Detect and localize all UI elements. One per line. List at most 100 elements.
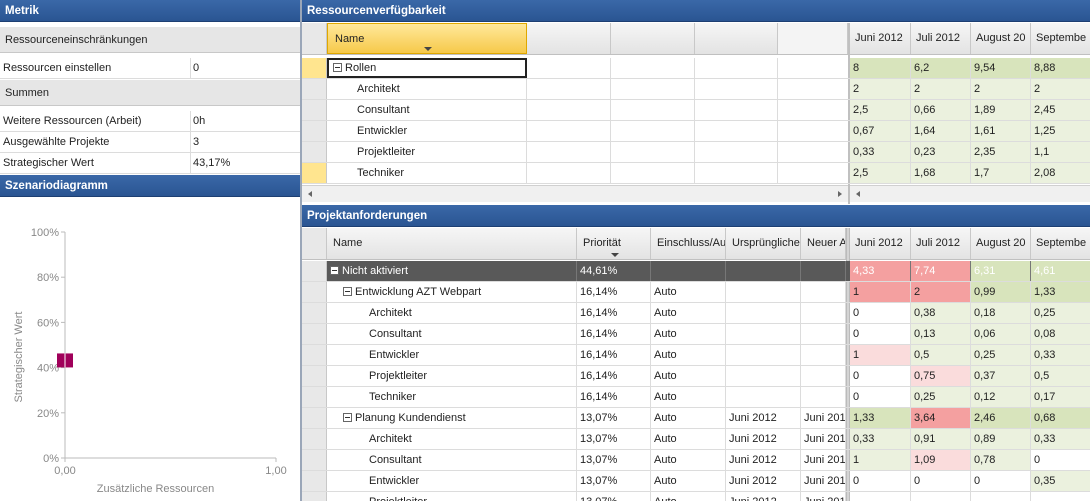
new-cell[interactable] [801,324,846,344]
original-cell[interactable]: Juni 2012 [726,471,801,491]
scroll-left-icon[interactable] [856,191,860,197]
original-cell[interactable] [726,261,801,281]
collapse-icon[interactable] [333,63,342,72]
requirement-row[interactable]: Architekt 16,14% Auto 0 0,38 0,18 0,25 [302,303,1090,324]
original-cell[interactable] [726,345,801,365]
month-header[interactable]: Juli 2012 [911,228,971,259]
name-cell[interactable]: Techniker [327,163,527,183]
inclusion-cell[interactable]: Auto [651,450,726,470]
row-indicator[interactable] [302,408,327,428]
row-indicator[interactable] [302,79,327,99]
original-cell[interactable] [726,387,801,407]
name-cell[interactable]: Architekt [327,303,577,323]
set-resources-row[interactable]: Ressourcen einstellen 0 [0,58,300,79]
new-cell[interactable]: Juni 2012 [801,492,846,501]
requirement-row[interactable]: Techniker 16,14% Auto 0 0,25 0,12 0,17 [302,387,1090,408]
name-cell[interactable]: Projektleiter [327,142,527,162]
row-indicator[interactable] [302,450,327,470]
new-cell[interactable] [801,282,846,302]
inclusion-cell[interactable]: Auto [651,345,726,365]
sum-row[interactable]: Ausgewählte Projekte 3 [0,132,300,153]
scroll-right-icon[interactable] [838,191,842,197]
original-cell[interactable]: Juni 2012 [726,408,801,428]
name-cell[interactable]: Consultant [327,450,577,470]
sums-section[interactable]: Summen [0,80,300,106]
row-indicator[interactable] [302,121,327,141]
inclusion-column-header[interactable]: Einschluss/Au [651,228,726,259]
row-indicator[interactable] [302,345,327,365]
row-indicator[interactable] [302,492,327,501]
name-cell[interactable]: Entwickler [327,471,577,491]
month-header[interactable]: Juni 2012 [850,228,911,259]
collapse-icon[interactable] [330,266,339,275]
row-indicator[interactable] [302,163,327,183]
row-indicator[interactable] [302,100,327,120]
availability-row[interactable]: Consultant 2,5 0,66 1,89 2,45 [302,100,1090,121]
priority-cell[interactable]: 16,14% [577,345,651,365]
availability-horizontal-scrollbar[interactable] [302,185,848,202]
availability-row[interactable]: Entwickler 0,67 1,64 1,61 1,25 [302,121,1090,142]
row-indicator[interactable] [302,282,327,302]
name-column-header[interactable]: Name [327,23,527,54]
priority-cell[interactable]: 13,07% [577,429,651,449]
new-cell[interactable]: Juni 2012 [801,408,846,428]
new-cell[interactable] [801,303,846,323]
original-cell[interactable] [726,366,801,386]
name-column-header[interactable]: Name [327,228,577,259]
name-cell[interactable]: Entwicklung AZT Webpart [327,282,577,302]
original-cell[interactable]: Juni 2012 [726,429,801,449]
set-resources-value[interactable]: 0 [190,58,300,78]
new-cell[interactable] [801,345,846,365]
new-cell[interactable]: Juni 2012 [801,471,846,491]
collapse-icon[interactable] [343,287,352,296]
inclusion-cell[interactable]: Auto [651,408,726,428]
name-cell[interactable]: Nicht aktiviert [327,261,577,281]
new-cell[interactable] [801,387,846,407]
inclusion-cell[interactable]: Auto [651,366,726,386]
grid-splitter[interactable] [848,23,850,204]
requirement-row[interactable]: Planung Kundendienst 13,07% Auto Juni 2012 J… [302,408,1090,429]
collapse-icon[interactable] [343,413,352,422]
inclusion-cell[interactable]: Auto [651,303,726,323]
new-cell[interactable] [801,261,846,281]
original-cell[interactable] [726,282,801,302]
priority-cell[interactable]: 13,07% [577,471,651,491]
availability-month-scrollbar[interactable] [850,185,1090,202]
availability-row[interactable]: Techniker 2,5 1,68 1,7 2,08 [302,163,1090,184]
priority-column-header[interactable]: Priorität [577,228,651,259]
new-cell[interactable]: Juni 2012 [801,429,846,449]
grid-splitter[interactable] [846,228,850,501]
month-header[interactable]: Septembe [1031,228,1090,259]
name-cell[interactable]: Projektleiter [327,366,577,386]
original-cell[interactable] [726,324,801,344]
priority-cell[interactable]: 16,14% [577,324,651,344]
row-indicator[interactable] [302,142,327,162]
constraints-section[interactable]: Ressourceneinschränkungen [0,27,300,53]
row-indicator[interactable] [302,387,327,407]
priority-cell[interactable]: 16,14% [577,387,651,407]
inclusion-cell[interactable]: Auto [651,471,726,491]
inclusion-cell[interactable]: Auto [651,282,726,302]
name-cell[interactable]: Architekt [327,429,577,449]
inclusion-cell[interactable]: Auto [651,492,726,501]
original-cell[interactable]: Juni 2012 [726,450,801,470]
name-cell[interactable]: Architekt [327,79,527,99]
requirement-row[interactable]: Projektleiter 16,14% Auto 0 0,75 0,37 0,5 [302,366,1090,387]
inclusion-cell[interactable]: Auto [651,324,726,344]
scroll-left-icon[interactable] [308,191,312,197]
month-header[interactable]: August 20 [971,23,1031,54]
name-cell[interactable]: Entwickler [327,121,527,141]
new-column-header[interactable]: Neuer A [801,228,846,259]
inclusion-cell[interactable]: Auto [651,387,726,407]
name-cell[interactable]: Consultant [327,324,577,344]
inclusion-cell[interactable] [651,261,726,281]
row-indicator[interactable] [302,471,327,491]
sum-row[interactable]: Weitere Ressourcen (Arbeit) 0h [0,111,300,132]
new-cell[interactable]: Juni 2012 [801,450,846,470]
name-cell[interactable]: Entwickler [327,345,577,365]
row-indicator[interactable] [302,58,327,78]
requirement-row[interactable]: Consultant 16,14% Auto 0 0,13 0,06 0,08 [302,324,1090,345]
